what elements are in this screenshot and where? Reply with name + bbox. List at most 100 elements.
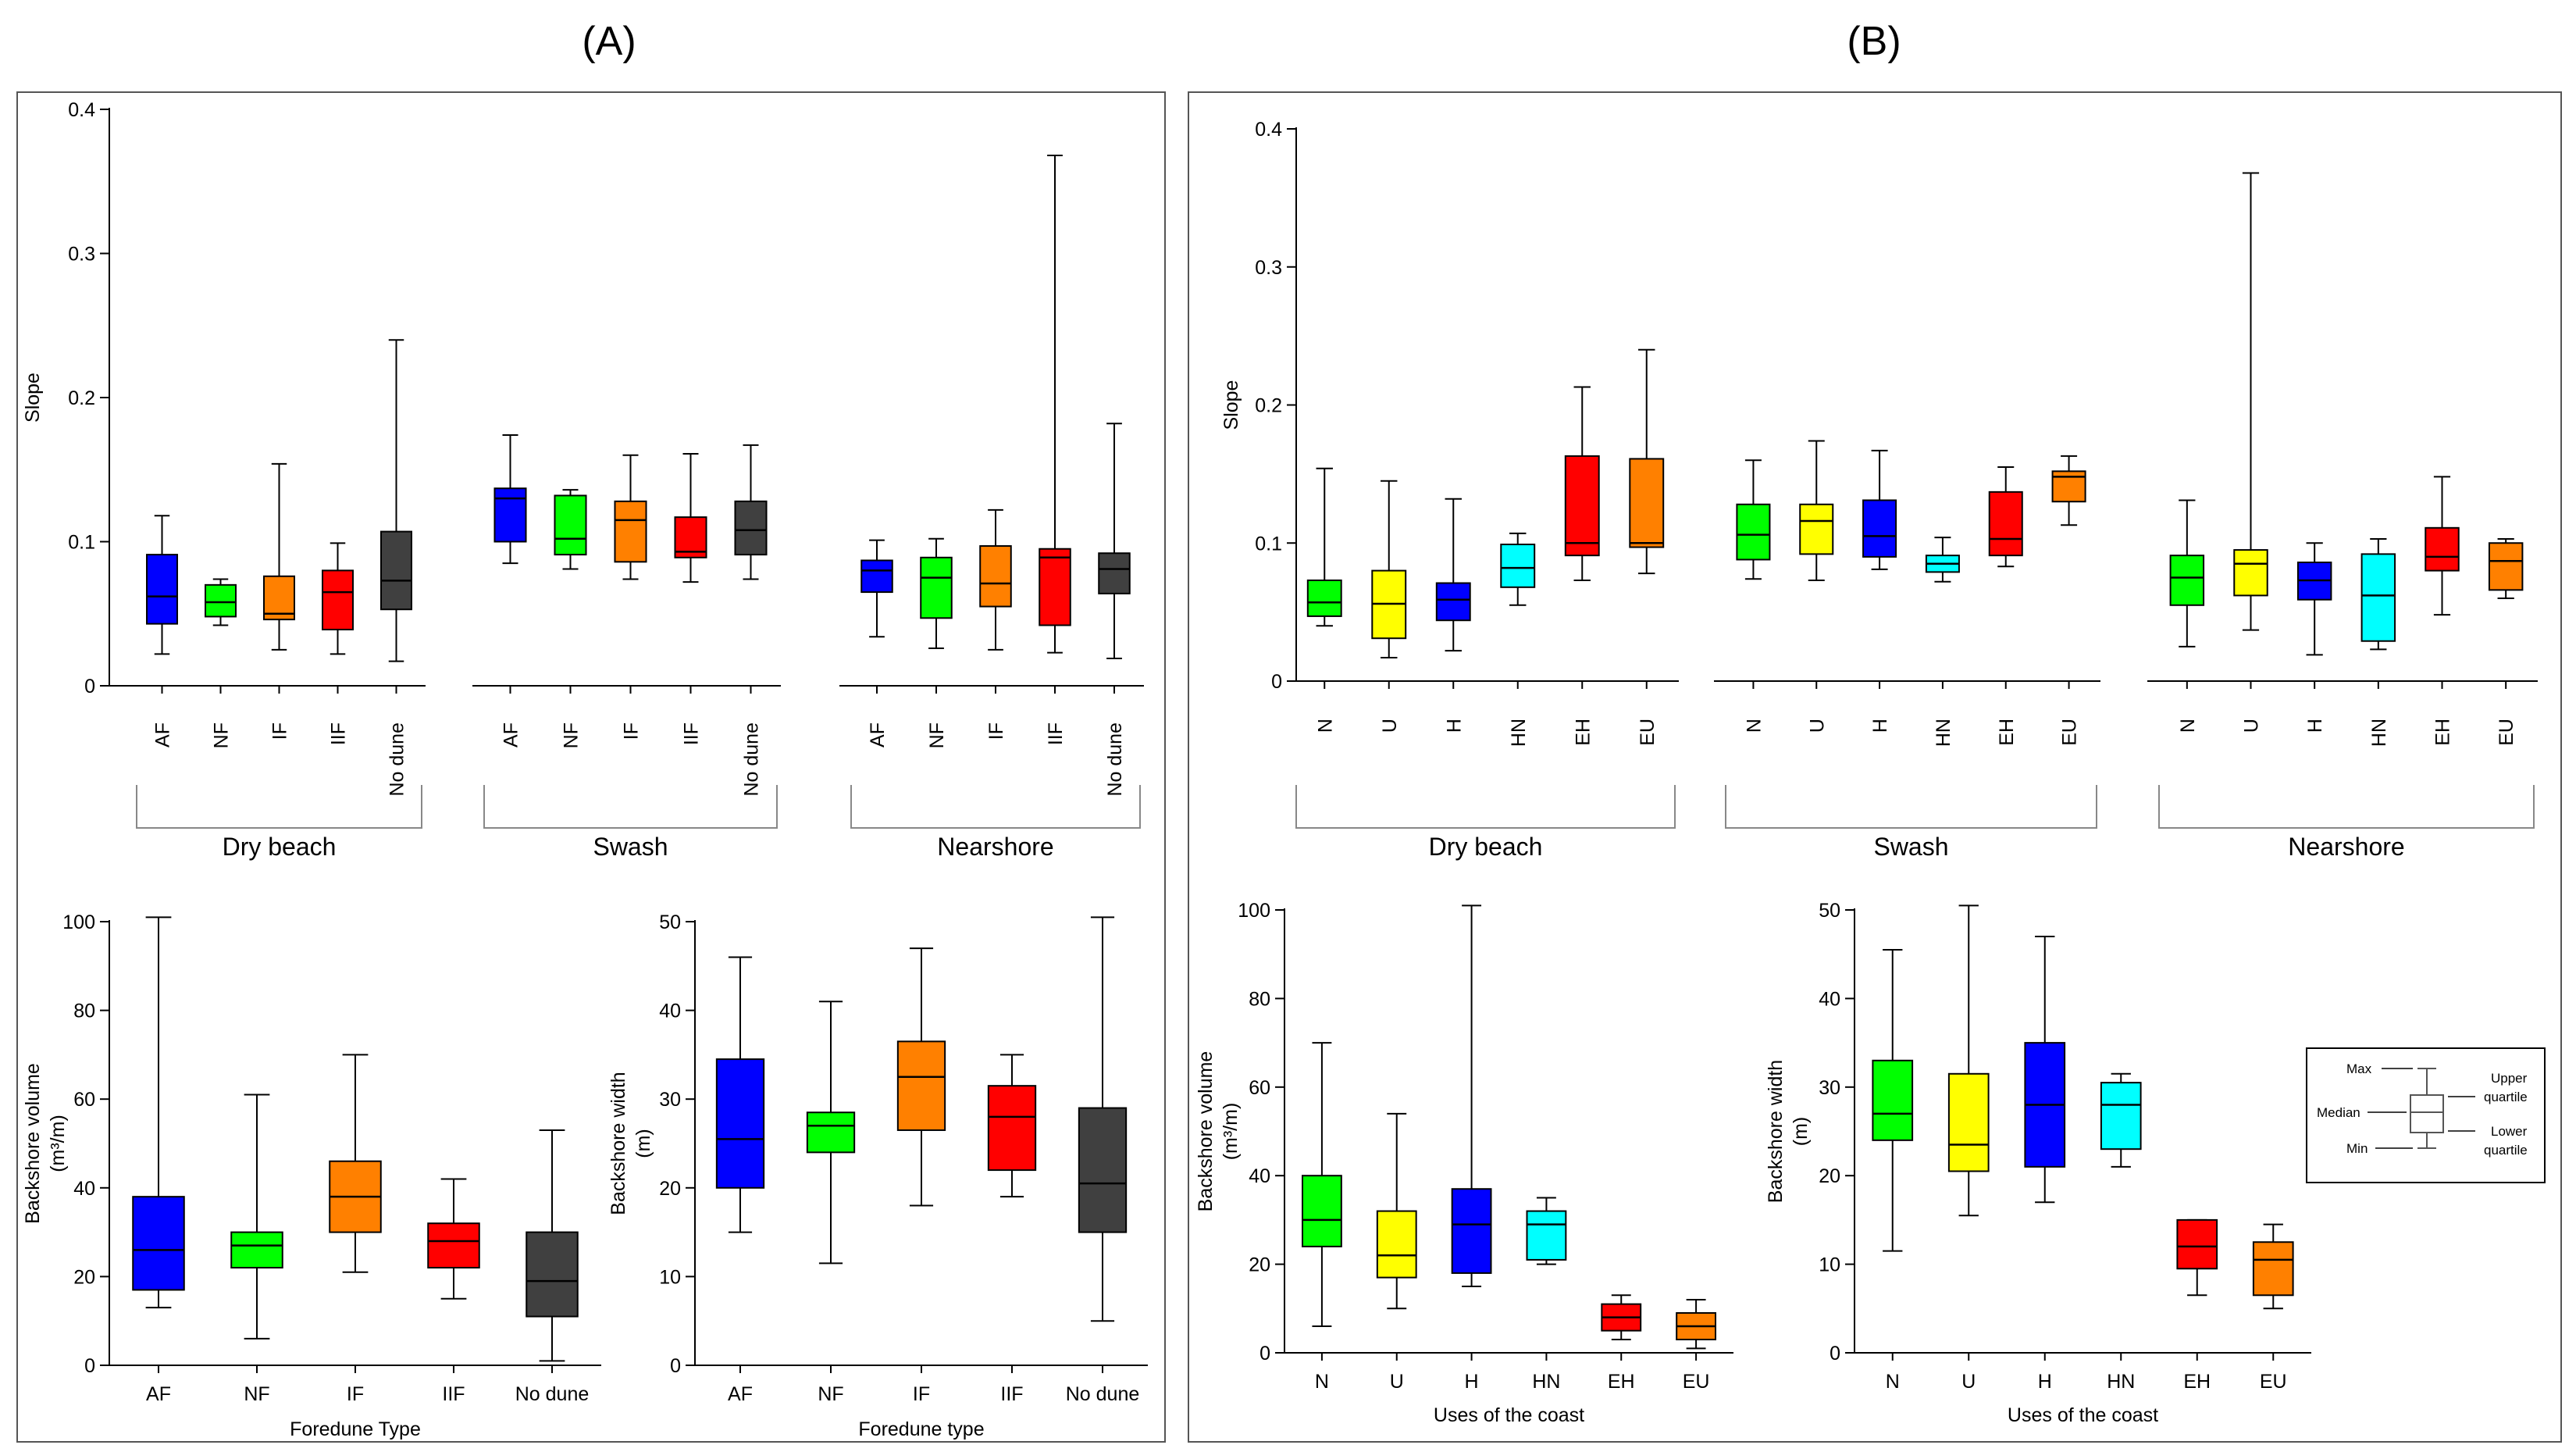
A-slope-g2-No-dune-box bbox=[1098, 552, 1131, 594]
B-volume-xtick-label: N bbox=[1315, 1371, 1329, 1393]
A-slope-xtick-label: IF bbox=[621, 722, 643, 740]
B-width-N-box bbox=[1872, 1059, 1914, 1141]
B-slope-xtick-label: H bbox=[1443, 719, 1465, 733]
B-width-xtick-label: U bbox=[1961, 1371, 1976, 1393]
A-volume-xlabel: Foredune Type bbox=[290, 1418, 421, 1440]
B-slope-xtick-label: U bbox=[2241, 719, 2263, 733]
A-slope-xtick-label: AF bbox=[501, 722, 522, 747]
A-width-ytick-label: 30 bbox=[659, 1089, 681, 1111]
B-volume-HN-box bbox=[1526, 1210, 1567, 1261]
B-slope-ylabel: Slope bbox=[1220, 380, 1242, 430]
A-slope-ylabel: Slope bbox=[22, 373, 44, 423]
B-volume-ytick-label: 40 bbox=[1249, 1165, 1270, 1187]
A-slope-ytick-label: 0 bbox=[84, 676, 95, 697]
legend-lower-label-1: Lower bbox=[2491, 1124, 2528, 1139]
A-slope-g0-AF-box bbox=[146, 554, 178, 625]
B-slope-xtick-label: N bbox=[1743, 719, 1765, 733]
legend-min-label: Min bbox=[2346, 1141, 2368, 1156]
A-slope-ytick-label: 0.4 bbox=[68, 99, 95, 121]
B-width-ytick-label: 30 bbox=[1819, 1077, 1840, 1099]
A-volume-ytick-label: 80 bbox=[73, 1001, 95, 1022]
A-slope-xtick-label: IIF bbox=[328, 722, 350, 745]
B-width-ylabel-unit: (m) bbox=[1790, 1117, 1812, 1146]
B-volume-xtick-label: EH bbox=[1608, 1371, 1635, 1393]
B-volume-ylabel-unit: (m³/m) bbox=[1220, 1103, 1242, 1161]
A-width-xtick-label: No dune bbox=[1066, 1383, 1140, 1405]
B-volume-xlabel: Uses of the coast bbox=[1434, 1404, 1584, 1426]
B-volume-ytick-label: 100 bbox=[1238, 900, 1270, 922]
A-width-IIF-box bbox=[987, 1085, 1037, 1172]
A-slope-g0-IF-box bbox=[263, 575, 295, 621]
A-slope-xtick-label: No dune bbox=[387, 722, 408, 797]
B-slope-g2-EU-box bbox=[2488, 542, 2524, 591]
B-slope-ytick-label: 0.4 bbox=[1255, 119, 1282, 141]
A-volume-ytick-label: 40 bbox=[73, 1178, 95, 1200]
B-slope-xtick-label: EH bbox=[2432, 719, 2454, 746]
B-slope-g0-EH-box bbox=[1564, 455, 1600, 557]
B-slope-g0-EU-box bbox=[1629, 458, 1665, 548]
B-width-ylabel: Backshore width bbox=[1765, 1060, 1787, 1203]
B-volume-H-box bbox=[1451, 1188, 1492, 1274]
A-slope-g2-IF-box bbox=[979, 545, 1012, 608]
A-width-No-dune-box bbox=[1078, 1107, 1128, 1233]
B-slope-g1-U-box bbox=[1799, 503, 1834, 555]
A-width-xtick-label: IF bbox=[913, 1383, 930, 1405]
A-slope-xtick-label: AF bbox=[867, 722, 889, 747]
A-volume-ytick-label: 100 bbox=[62, 912, 95, 933]
B-volume-ytick-label: 80 bbox=[1249, 988, 1270, 1010]
A-volume-ytick-label: 20 bbox=[73, 1266, 95, 1288]
A-width-xlabel: Foredune type bbox=[858, 1418, 984, 1440]
A-volume-xtick-label: No dune bbox=[515, 1383, 590, 1405]
B-slope-g2-EH-box bbox=[2425, 526, 2460, 572]
B-slope-g0-N-box bbox=[1306, 579, 1342, 617]
B-slope-g0-H-box bbox=[1435, 582, 1471, 622]
A-slope-g0-IIF-box bbox=[322, 569, 354, 631]
A-slope-g0-NF-box bbox=[205, 583, 237, 618]
B-volume-xtick-label: HN bbox=[1532, 1371, 1560, 1393]
A-width-xtick-label: NF bbox=[818, 1383, 843, 1405]
B-slope-group-label: Nearshore bbox=[2288, 833, 2404, 861]
B-width-ytick-label: 50 bbox=[1819, 900, 1840, 922]
A-volume-ytick-label: 0 bbox=[84, 1355, 95, 1377]
B-slope-g2-HN-box bbox=[2360, 553, 2396, 642]
B-slope-group-bracket bbox=[1295, 785, 1676, 829]
B-slope-group-bracket bbox=[1725, 785, 2097, 829]
B-slope-g2-N-box bbox=[2169, 555, 2205, 606]
B-width-xtick-label: HN bbox=[2107, 1371, 2135, 1393]
legend-upper-label-1: Upper bbox=[2491, 1071, 2528, 1086]
panel-b-frame bbox=[1188, 91, 2562, 1443]
A-volume-No-dune-box bbox=[526, 1231, 579, 1318]
B-volume-xtick-label: EU bbox=[1683, 1371, 1710, 1393]
B-slope-group-bracket bbox=[2158, 785, 2535, 829]
B-width-ytick-label: 10 bbox=[1819, 1254, 1840, 1276]
A-slope-group-bracket bbox=[136, 785, 422, 829]
B-width-EH-box bbox=[2176, 1218, 2218, 1270]
B-slope-xtick-label: EU bbox=[1637, 719, 1659, 746]
B-slope-g1-N-box bbox=[1736, 503, 1771, 561]
B-volume-U-box bbox=[1376, 1210, 1417, 1279]
panel-b-title: (B) bbox=[1847, 19, 1901, 64]
B-volume-xtick-label: U bbox=[1390, 1371, 1404, 1393]
B-slope-xtick-label: EH bbox=[1996, 719, 2018, 746]
A-slope-xtick-label: IF bbox=[269, 722, 291, 740]
B-volume-xtick-label: H bbox=[1465, 1371, 1479, 1393]
A-slope-ytick-label: 0.2 bbox=[68, 387, 95, 409]
B-width-xtick-label: EH bbox=[2183, 1371, 2211, 1393]
B-slope-xtick-label: H bbox=[1869, 719, 1891, 733]
A-slope-g1-IF-box bbox=[614, 500, 647, 563]
B-width-HN-box bbox=[2100, 1082, 2142, 1151]
A-width-AF-box bbox=[715, 1058, 765, 1189]
B-slope-ytick-label: 0.3 bbox=[1255, 257, 1282, 279]
A-slope-g2-AF-box bbox=[860, 559, 893, 594]
B-width-xtick-label: EU bbox=[2260, 1371, 2287, 1393]
A-volume-xtick-label: IIF bbox=[442, 1383, 465, 1405]
B-slope-g2-U-box bbox=[2233, 549, 2268, 597]
A-slope-g2-IIF-box bbox=[1039, 548, 1071, 626]
A-width-NF-box bbox=[806, 1111, 856, 1154]
A-slope-xtick-label: No dune bbox=[741, 722, 763, 797]
A-volume-xtick-label: NF bbox=[244, 1383, 269, 1405]
legend-max-label: Max bbox=[2346, 1061, 2372, 1076]
B-width-xtick-label: N bbox=[1886, 1371, 1900, 1393]
B-width-U-box bbox=[1947, 1072, 1990, 1172]
